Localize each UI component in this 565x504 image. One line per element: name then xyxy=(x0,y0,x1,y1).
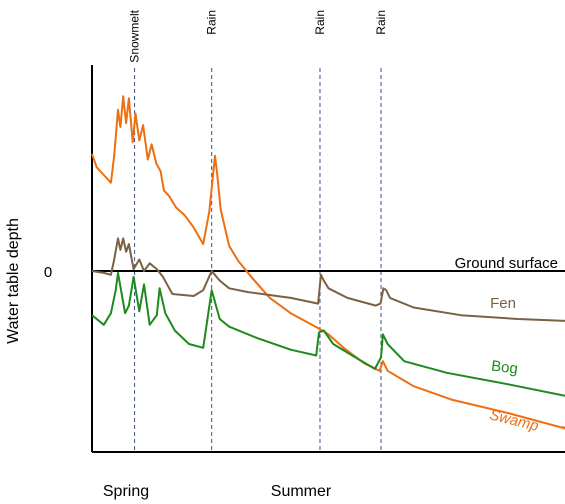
x-category-label-spring: Spring xyxy=(103,483,149,500)
series-label-swamp: Swamp xyxy=(488,406,541,435)
y-tick-label-0: 0 xyxy=(44,264,52,281)
series-label-fen: Fen xyxy=(490,295,516,312)
axes xyxy=(91,65,565,453)
event-label-0: Snowmelt xyxy=(128,9,142,62)
series-line-bog xyxy=(91,271,565,397)
series xyxy=(91,95,565,430)
x-category-label-summer: Summer xyxy=(271,483,332,500)
event-label-1: Rain xyxy=(205,10,219,35)
chart-text: Water table depth 0 Ground surface Sprin… xyxy=(5,9,558,500)
ground-surface-label: Ground surface xyxy=(455,255,558,272)
event-label-2: Rain xyxy=(313,10,327,35)
event-label-3: Rain xyxy=(374,10,388,35)
event-lines xyxy=(134,68,382,452)
y-axis-label: Water table depth xyxy=(5,218,22,344)
series-label-bog: Bog xyxy=(490,357,519,377)
series-line-fen xyxy=(91,237,565,322)
